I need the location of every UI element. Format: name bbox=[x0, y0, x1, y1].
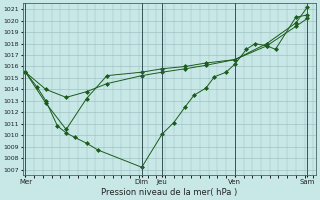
X-axis label: Pression niveau de la mer( hPa ): Pression niveau de la mer( hPa ) bbox=[101, 188, 237, 197]
